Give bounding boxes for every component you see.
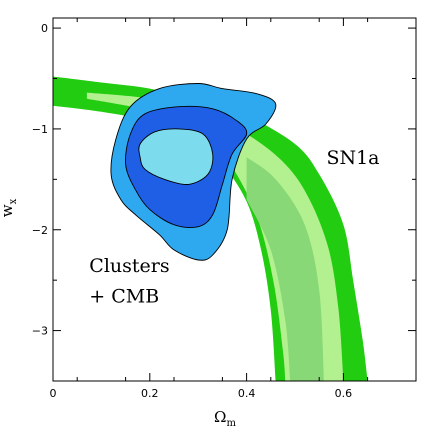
plot-area [53,76,368,381]
x-tick-label-3: 0.6 [335,387,353,400]
sn1a-band-inner [246,157,324,381]
cmb-label: + CMB [89,285,159,307]
y-tick-label-1: −1 [32,123,48,136]
clusters-contour-inner [138,128,214,185]
sn1a-label: SN1a [326,147,379,169]
y-axis-title-subscript: x [8,198,19,204]
annotations: SN1a Clusters + CMB [89,147,379,307]
clusters-label: Clusters [89,255,169,277]
x-axis-title-symbol: Ω [214,408,226,426]
x-axis-title-subscript: m [226,418,236,429]
x-axis-title: Ωm [214,408,236,429]
x-tick-label-0: 0 [50,387,57,400]
x-tick-label-1: 0.2 [141,387,159,400]
y-axis-title-symbol: w [0,204,16,217]
plot-frame [52,17,417,382]
axis-tick-labels: 0 0.2 0.4 0.6 0 −1 −2 −3 [32,22,352,400]
axis-ticks [52,18,417,381]
y-tick-label-2: −2 [32,224,48,237]
y-axis-title: wx [0,198,19,217]
y-tick-label-0: 0 [41,22,48,35]
x-tick-label-2: 0.4 [238,387,256,400]
y-tick-label-3: −3 [32,325,48,338]
sn1a-band-mid [86,92,344,381]
